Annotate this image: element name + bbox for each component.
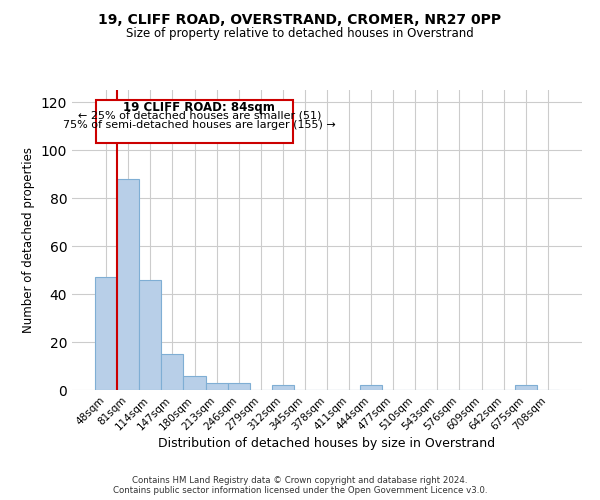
Text: Size of property relative to detached houses in Overstrand: Size of property relative to detached ho… bbox=[126, 28, 474, 40]
Bar bbox=[272, 385, 294, 390]
Bar bbox=[360, 385, 382, 390]
Text: Contains HM Land Registry data © Crown copyright and database right 2024.: Contains HM Land Registry data © Crown c… bbox=[132, 476, 468, 485]
FancyBboxPatch shape bbox=[96, 100, 293, 143]
Bar bbox=[184, 376, 206, 390]
Bar bbox=[161, 354, 184, 390]
Bar bbox=[117, 179, 139, 390]
Text: ← 25% of detached houses are smaller (51): ← 25% of detached houses are smaller (51… bbox=[78, 110, 321, 120]
Bar bbox=[227, 383, 250, 390]
Bar bbox=[515, 385, 537, 390]
Text: 75% of semi-detached houses are larger (155) →: 75% of semi-detached houses are larger (… bbox=[63, 120, 336, 130]
Bar bbox=[206, 383, 227, 390]
Bar bbox=[139, 280, 161, 390]
Y-axis label: Number of detached properties: Number of detached properties bbox=[22, 147, 35, 333]
Bar bbox=[95, 277, 117, 390]
Text: 19 CLIFF ROAD: 84sqm: 19 CLIFF ROAD: 84sqm bbox=[124, 101, 275, 114]
Text: 19, CLIFF ROAD, OVERSTRAND, CROMER, NR27 0PP: 19, CLIFF ROAD, OVERSTRAND, CROMER, NR27… bbox=[98, 12, 502, 26]
X-axis label: Distribution of detached houses by size in Overstrand: Distribution of detached houses by size … bbox=[158, 438, 496, 450]
Text: Contains public sector information licensed under the Open Government Licence v3: Contains public sector information licen… bbox=[113, 486, 487, 495]
